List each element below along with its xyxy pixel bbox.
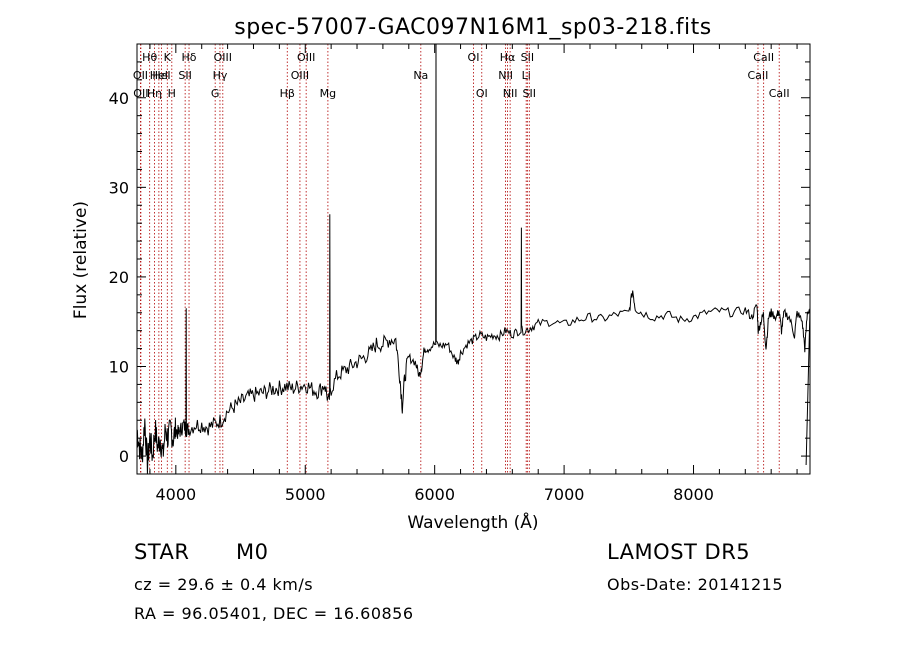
line-marker-label: SII xyxy=(523,87,536,100)
line-marker-label: CaII xyxy=(748,69,769,82)
x-tick-label: 4000 xyxy=(155,485,196,504)
x-tick-label: 8000 xyxy=(673,485,714,504)
line-marker-label: NII xyxy=(498,69,513,82)
line-marker-label: H xyxy=(168,87,176,100)
line-marker-label: Hθ xyxy=(142,51,157,64)
object-subclass: M0 xyxy=(236,540,269,564)
x-tick-label: 6000 xyxy=(414,485,455,504)
sky-coordinates: RA = 96.05401, DEC = 16.60856 xyxy=(134,604,414,623)
line-markers: HθHηOIIOIIHeIHeIKHSIIHδGHγOIIIHβOIIIOIII… xyxy=(133,44,790,474)
line-marker-label: Mg xyxy=(320,87,336,100)
line-marker-label: Na xyxy=(413,69,428,82)
line-marker-label: NII xyxy=(503,87,518,100)
line-marker-label: HeI xyxy=(150,69,168,82)
line-marker-label: CaII xyxy=(769,87,790,100)
line-marker-label: Hδ xyxy=(182,51,197,64)
line-marker-label: OIII xyxy=(297,51,315,64)
y-tick-label: 20 xyxy=(109,268,129,287)
line-marker-label: Li xyxy=(522,69,531,82)
line-marker-label: OIII xyxy=(291,69,309,82)
y-tick-label: 10 xyxy=(109,358,129,377)
line-marker-label: OI xyxy=(476,87,488,100)
plot-area xyxy=(136,43,811,475)
line-marker-label: G xyxy=(211,87,220,100)
line-marker-label: Hβ xyxy=(280,87,295,100)
redshift-cz: cz = 29.6 ± 0.4 km/s xyxy=(134,575,314,594)
x-axis-ticks: 4000 5000 6000 7000 8000 xyxy=(149,44,798,504)
chart-title: spec-57007-GAC097N16M1_sp03-218.fits xyxy=(234,15,712,40)
y-tick-label: 30 xyxy=(109,178,129,197)
object-class: STAR xyxy=(134,540,190,564)
line-marker-label: Hγ xyxy=(213,69,228,82)
observation-date: Obs-Date: 20141215 xyxy=(607,575,784,594)
x-axis-label: Wavelength (Å) xyxy=(407,511,538,533)
x-tick-label: 5000 xyxy=(285,485,326,504)
y-axis-ticks: 0 10 20 30 40 xyxy=(109,43,810,475)
survey-name: LAMOST DR5 xyxy=(607,540,751,564)
line-marker-label: OI xyxy=(468,51,480,64)
spectrum-line xyxy=(136,43,811,475)
y-tick-label: 0 xyxy=(119,447,129,466)
y-tick-label: 40 xyxy=(109,89,129,108)
line-marker-label: OIII xyxy=(214,51,232,64)
line-marker-label: Hη xyxy=(147,87,162,100)
line-marker-label: SII xyxy=(178,69,191,82)
x-tick-label: 7000 xyxy=(544,485,585,504)
line-marker-label: HeI xyxy=(152,69,170,82)
line-marker-label: CaII xyxy=(753,51,774,64)
line-marker-label: K xyxy=(164,51,172,64)
line-marker-label: Hα xyxy=(500,51,516,64)
y-axis-label: Flux (relative) xyxy=(71,201,91,319)
line-marker-label: SII xyxy=(521,51,534,64)
